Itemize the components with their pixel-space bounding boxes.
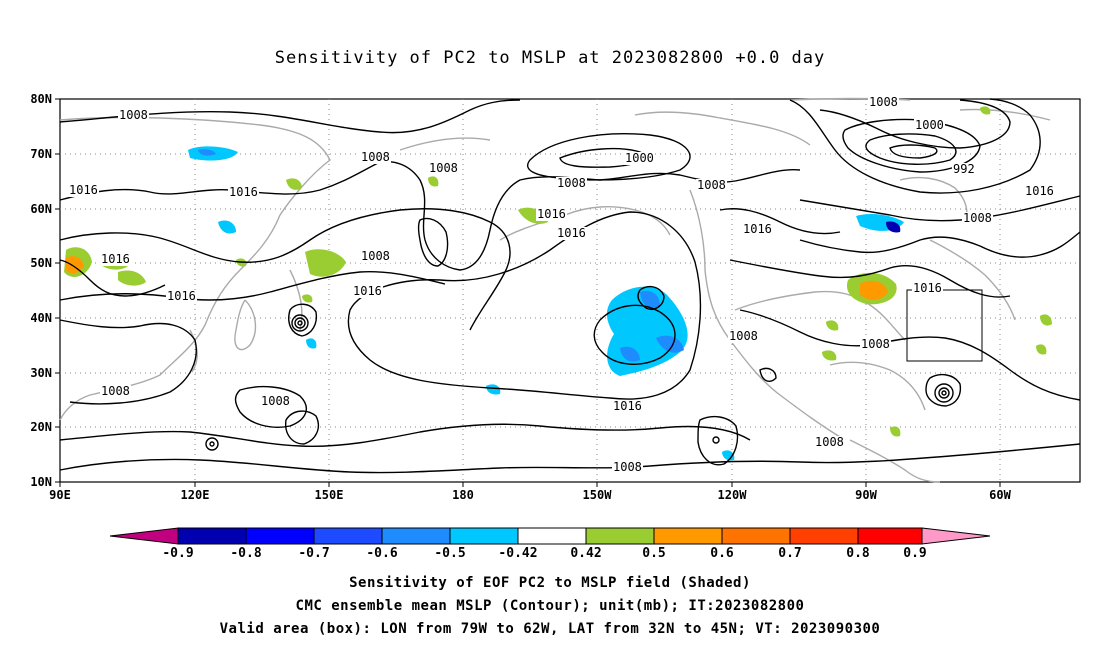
colorbar-label: -0.42 (498, 546, 538, 561)
lon-label: 150W (582, 488, 612, 502)
colorbar-cell (109, 527, 179, 545)
lon-label: 60W (989, 488, 1011, 502)
colorbar-label: -0.8 (230, 546, 262, 561)
contour-label: 1016 (228, 185, 259, 199)
lat-label: 50N (30, 256, 52, 270)
colorbar-label: 0.9 (903, 546, 927, 561)
contour-label: 1016 (742, 222, 773, 236)
contour-label: 1016 (536, 207, 567, 221)
colorbar-label: -0.6 (366, 546, 398, 561)
colorbar-cell (857, 527, 923, 545)
lat-label: 70N (30, 147, 52, 161)
colorbar-label: 0.8 (846, 546, 870, 561)
shaded-sensitivity (64, 106, 1052, 461)
colorbar-cell (449, 527, 519, 545)
contour-label: 1008 (868, 95, 899, 109)
contour-label: 1016 (556, 226, 587, 240)
contour-label: 1016 (100, 252, 131, 266)
colorbar-cell (721, 527, 791, 545)
mslp-contours (59, 98, 1081, 474)
axis-ticks (55, 98, 1001, 487)
colorbar-label: -0.5 (434, 546, 466, 561)
colorbar (109, 527, 991, 545)
lon-label: 120E (180, 488, 210, 502)
valid-area-box (906, 289, 983, 362)
colorbar-cell (381, 527, 451, 545)
lon-label: 90W (855, 488, 877, 502)
contour-label: 1016 (612, 399, 643, 413)
contour-label: 1016 (912, 281, 943, 295)
colorbar-cell (517, 527, 587, 545)
contour-label: 1016 (68, 183, 99, 197)
caption-line-1: Sensitivity of EOF PC2 to MSLP field (Sh… (349, 575, 751, 591)
contour-label: 1000 (624, 151, 655, 165)
colorbar-label: 0.7 (778, 546, 802, 561)
caption-line-2: CMC ensemble mean MSLP (Contour); unit(m… (295, 598, 805, 614)
contour-label: 1008 (860, 337, 891, 351)
contour-label: 1008 (814, 435, 845, 449)
colorbar-label: 0.5 (642, 546, 666, 561)
contour-label: 1008 (360, 150, 391, 164)
contour-label: 1008 (118, 108, 149, 122)
contour-label: 1008 (612, 460, 643, 474)
colorbar-cell (585, 527, 655, 545)
colorbar-label: -0.7 (298, 546, 330, 561)
colorbar-label: 0.6 (710, 546, 734, 561)
contour-label: 1016 (1024, 184, 1055, 198)
lat-label: 40N (30, 311, 52, 325)
colorbar-cell (789, 527, 859, 545)
lon-label: 150E (314, 488, 344, 502)
contour-label: 1008 (100, 384, 131, 398)
contour-label: 1008 (360, 249, 391, 263)
contour-label: 1008 (428, 161, 459, 175)
contour-label: 992 (952, 162, 976, 176)
contour-label: 1008 (260, 394, 291, 408)
colorbar-cell (313, 527, 383, 545)
lat-label: 30N (30, 366, 52, 380)
colorbar-label: 0.42 (570, 546, 602, 561)
lon-label: 120W (717, 488, 747, 502)
lon-label: 90E (49, 488, 71, 502)
lat-label: 20N (30, 420, 52, 434)
lon-label: 180 (452, 488, 474, 502)
colorbar-cell (921, 527, 991, 545)
lat-label: 60N (30, 202, 52, 216)
contour-label: 1008 (556, 176, 587, 190)
contour-label: 1000 (914, 118, 945, 132)
contour-label: 1008 (962, 211, 993, 225)
colorbar-label: -0.9 (162, 546, 194, 561)
contour-label: 1008 (696, 178, 727, 192)
lat-label: 80N (30, 92, 52, 106)
colorbar-cell (245, 527, 315, 545)
colorbar-cell (177, 527, 247, 545)
map-title: Sensitivity of PC2 to MSLP at 2023082800… (274, 48, 826, 68)
contour-label: 1016 (352, 284, 383, 298)
contour-label: 1016 (166, 289, 197, 303)
colorbar-cell (653, 527, 723, 545)
caption-line-3: Valid area (box): LON from 79W to 62W, L… (219, 621, 881, 637)
lat-label: 10N (30, 475, 52, 489)
contour-label: 1008 (728, 329, 759, 343)
